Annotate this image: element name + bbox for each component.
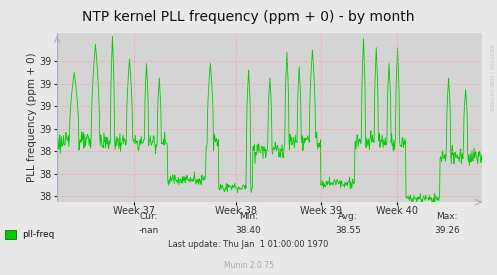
- Text: NTP kernel PLL frequency (ppm + 0) - by month: NTP kernel PLL frequency (ppm + 0) - by …: [82, 10, 415, 24]
- Text: Min:: Min:: [239, 212, 258, 221]
- Text: -nan: -nan: [139, 226, 159, 235]
- Text: 38.40: 38.40: [236, 226, 261, 235]
- Text: pll-freq: pll-freq: [22, 230, 54, 239]
- Text: Munin 2.0.75: Munin 2.0.75: [224, 261, 273, 270]
- Text: 38.55: 38.55: [335, 226, 361, 235]
- Text: RRDTOOL / TOBI OETIKER: RRDTOOL / TOBI OETIKER: [489, 44, 494, 110]
- Text: 39.26: 39.26: [434, 226, 460, 235]
- Text: Last update: Thu Jan  1 01:00:00 1970: Last update: Thu Jan 1 01:00:00 1970: [168, 240, 329, 249]
- Text: Cur:: Cur:: [140, 212, 159, 221]
- Text: Avg:: Avg:: [338, 212, 358, 221]
- Y-axis label: PLL frequency (ppm + 0): PLL frequency (ppm + 0): [26, 53, 37, 182]
- Text: Max:: Max:: [436, 212, 458, 221]
